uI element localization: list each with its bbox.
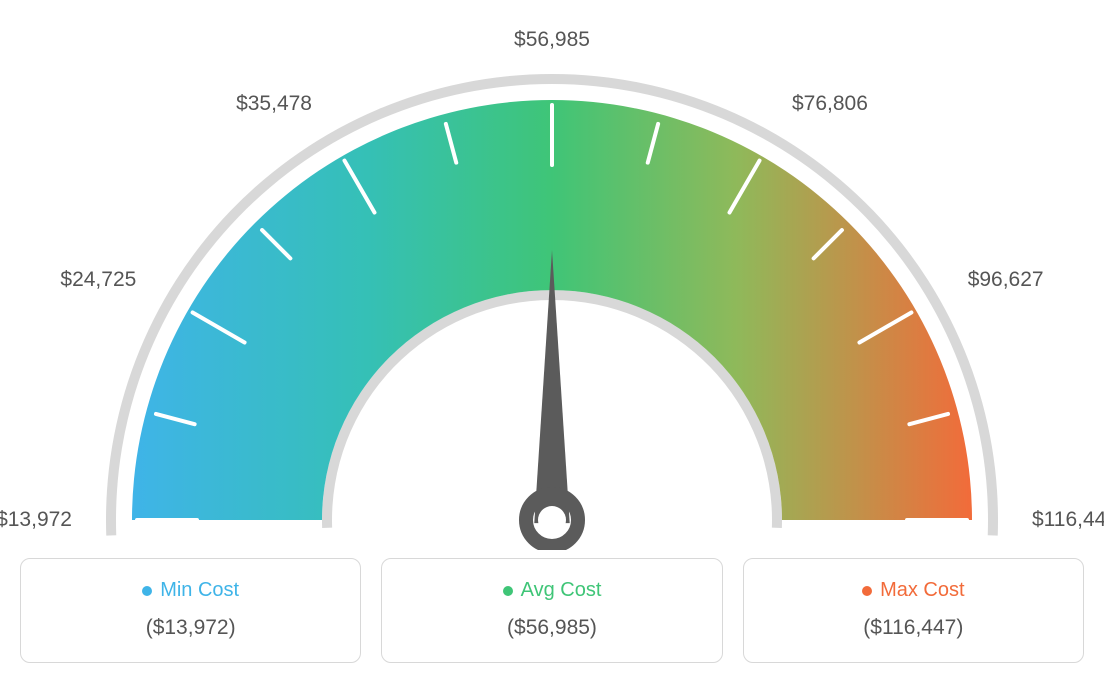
legend-avg-title-row: Avg Cost [392, 579, 711, 602]
legend-max: Max Cost ($116,447) [743, 558, 1084, 663]
legend-max-title: Max Cost [880, 579, 964, 602]
gauge-chart: $13,972$24,725$35,478$56,985$76,806$96,6… [20, 20, 1084, 550]
legend-min: Min Cost ($13,972) [20, 558, 361, 663]
legend-avg-value: ($56,985) [392, 616, 711, 640]
gauge-tick-label: $24,725 [60, 268, 136, 292]
gauge-svg [20, 20, 1084, 550]
legend-max-value: ($116,447) [754, 616, 1073, 640]
gauge-tick-label: $13,972 [0, 508, 72, 532]
gauge-tick-label: $76,806 [792, 92, 868, 116]
cost-gauge-container: $13,972$24,725$35,478$56,985$76,806$96,6… [20, 20, 1084, 663]
gauge-tick-label: $116,447 [1032, 508, 1104, 532]
legend-min-title: Min Cost [160, 579, 239, 602]
legend-max-title-row: Max Cost [754, 579, 1073, 602]
legend-max-dot [862, 586, 872, 596]
gauge-tick-label: $96,627 [968, 268, 1044, 292]
legend-min-dot [142, 586, 152, 596]
gauge-tick-label: $35,478 [236, 92, 312, 116]
legend-row: Min Cost ($13,972) Avg Cost ($56,985) Ma… [20, 558, 1084, 663]
gauge-tick-label: $56,985 [507, 28, 597, 52]
legend-min-value: ($13,972) [31, 616, 350, 640]
legend-avg-title: Avg Cost [521, 579, 602, 602]
legend-avg: Avg Cost ($56,985) [381, 558, 722, 663]
legend-avg-dot [503, 586, 513, 596]
legend-min-title-row: Min Cost [31, 579, 350, 602]
